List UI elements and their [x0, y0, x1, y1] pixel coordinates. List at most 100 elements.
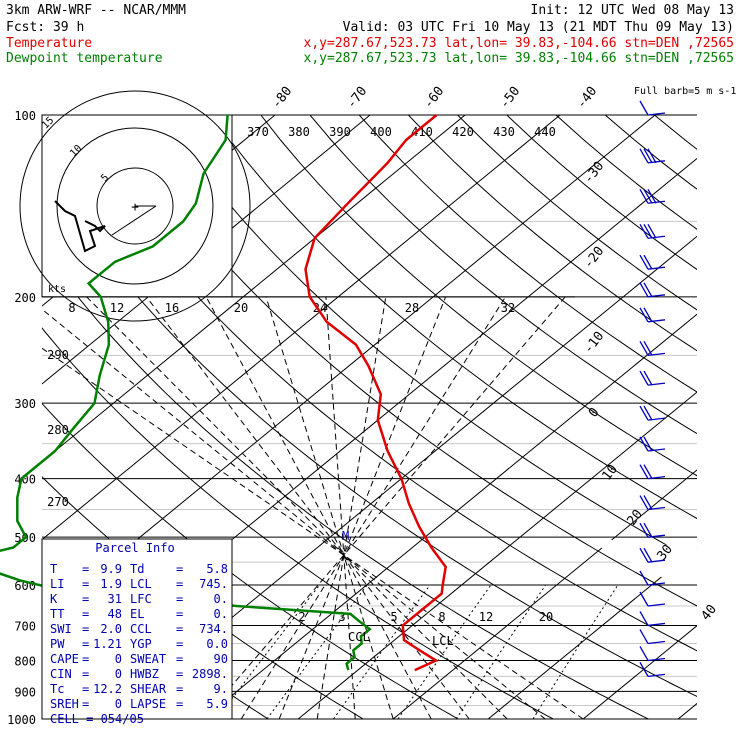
- wind-barb-shaft: [647, 603, 666, 607]
- wind-barb: [639, 223, 666, 239]
- wind-barb: [639, 370, 666, 386]
- wind-barb-flag: [639, 662, 649, 677]
- wind-barb: [639, 148, 666, 164]
- wind-barb-flag: [643, 341, 653, 356]
- parcel-key: PW: [50, 637, 65, 651]
- dry-adiabat: [358, 115, 697, 719]
- hodograph-box: [41, 114, 233, 298]
- hodograph-trace: [54, 200, 106, 253]
- parcel-eq: =: [176, 697, 183, 711]
- wind-barb-flag: [643, 254, 653, 270]
- wind-barb-flag: [643, 405, 653, 421]
- wind-barb-shaft: [647, 319, 666, 323]
- parcel-key: LFC: [130, 592, 152, 606]
- wind-barb: [639, 188, 666, 204]
- wind-barb: [639, 405, 666, 421]
- parcel-eq: =: [176, 667, 183, 681]
- parcel-eq: =: [176, 562, 183, 576]
- model-title: 3km ARW-WRF -- NCAR/MMM: [6, 3, 186, 18]
- parcel-cell: CELL = 054/05: [50, 712, 144, 726]
- theta-label-420: 420: [452, 125, 474, 139]
- parcel-eq: =: [176, 577, 183, 591]
- mixing-ratio-label-12: 12: [479, 610, 493, 624]
- valid-time: Valid: 03 UTC Fri 10 May 13 (21 MDT Thu …: [343, 20, 734, 35]
- wind-barb-flag: [643, 307, 653, 323]
- hodo-ring: [56, 127, 214, 285]
- barb-legend: Full barb=5 m s-1: [634, 86, 736, 97]
- parcel-value: 0.: [214, 592, 228, 606]
- parcel-key: EL: [130, 607, 144, 621]
- isotherm: [42, 115, 656, 719]
- isotherm: [42, 115, 466, 719]
- wind-barb-flag: [647, 223, 657, 239]
- parcel-key: T: [50, 562, 57, 576]
- wind-barb: [639, 646, 666, 662]
- speed-label-20: 20: [234, 301, 248, 315]
- parcel-key: SWI: [50, 622, 72, 636]
- moist-adiabat: [42, 296, 584, 719]
- wind-barb: [639, 611, 666, 627]
- wind-barb-flag: [639, 591, 649, 607]
- wind-barb: [639, 254, 666, 270]
- parcel-key: LI: [50, 577, 64, 591]
- pressure-label-200: 200: [14, 291, 36, 305]
- wind-barb: [639, 522, 666, 538]
- parcel-info-box: Parcel Info T = 9.9 Td = 5.8 LI = 1.9 LCL = 745. K = 31…: [41, 538, 233, 726]
- pressure-label-300: 300: [14, 397, 36, 411]
- wind-barb-flag: [639, 223, 649, 239]
- wind-barb-flag: [643, 436, 653, 452]
- wind-barb-shaft: [647, 582, 666, 586]
- parcel-key: CCL: [130, 622, 152, 636]
- parcel-value: 734.: [199, 622, 228, 636]
- pressure-label-100: 100: [14, 109, 36, 123]
- hodo-ring: [19, 90, 251, 322]
- parcel-value: 0: [115, 652, 122, 666]
- dewpoint-line: [0, 114, 372, 671]
- parcel-key: TT: [50, 607, 64, 621]
- legend-dewpoint: Dewpoint temperature: [6, 51, 163, 66]
- theta-label-400: 400: [370, 125, 392, 139]
- wind-barb-shaft: [647, 657, 666, 662]
- temp-label--70: -70: [344, 84, 370, 112]
- hodo-kts-label: kts: [48, 284, 66, 295]
- hodo-origin: +: [131, 200, 139, 215]
- wind-barb-flag: [643, 495, 653, 510]
- parcel-value: 745.: [199, 577, 228, 591]
- init-time: Init: 12 UTC Wed 08 May 13: [531, 3, 735, 18]
- pressure-label-700: 700: [14, 619, 36, 633]
- mixing-ratio-line: [532, 584, 619, 719]
- hodo-ring: [96, 167, 174, 245]
- wind-barb-flag: [643, 282, 653, 298]
- theta-label-380: 380: [288, 125, 310, 139]
- wind-barb: [639, 570, 666, 586]
- parcel-value: 9.9: [100, 562, 122, 576]
- parcel-box-frame: [41, 538, 233, 720]
- parcel-eq: =: [176, 592, 183, 606]
- parcel-eq: =: [82, 697, 89, 711]
- moist-adiabat: [240, 296, 506, 719]
- legend-temperature-info: x,y=287.67,523.73 lat,lon= 39.83,-104.66…: [304, 36, 734, 51]
- wind-barb-flag: [643, 464, 653, 479]
- dry-adiabat: [260, 115, 697, 719]
- mixing-ratio-label-5: 5: [390, 610, 397, 624]
- ccl-marker: CCL: [348, 630, 370, 644]
- parcel-key: SWEAT: [130, 652, 166, 666]
- wind-barb-flag: [639, 522, 649, 538]
- wind-barb-flag: [639, 570, 649, 586]
- speed-label-32: 32: [501, 301, 515, 315]
- parcel-value: 2898.: [192, 667, 228, 681]
- wind-barb-flag: [643, 522, 653, 538]
- wind-barb: [639, 547, 666, 563]
- dry-adiabat: [161, 115, 697, 719]
- theta-label-410: 410: [411, 125, 433, 139]
- parcel-value: 2.0: [100, 622, 122, 636]
- parcel-value: 0.0: [206, 637, 228, 651]
- speed-label-12: 12: [110, 301, 124, 315]
- parcel-key: Td: [130, 562, 144, 576]
- parcel-eq: =: [82, 667, 89, 681]
- parcel-key: LAPSE: [130, 697, 166, 711]
- isotherm: [392, 115, 697, 719]
- wind-barb-flag: [639, 436, 649, 452]
- theta-label-left-290: 290: [47, 348, 69, 362]
